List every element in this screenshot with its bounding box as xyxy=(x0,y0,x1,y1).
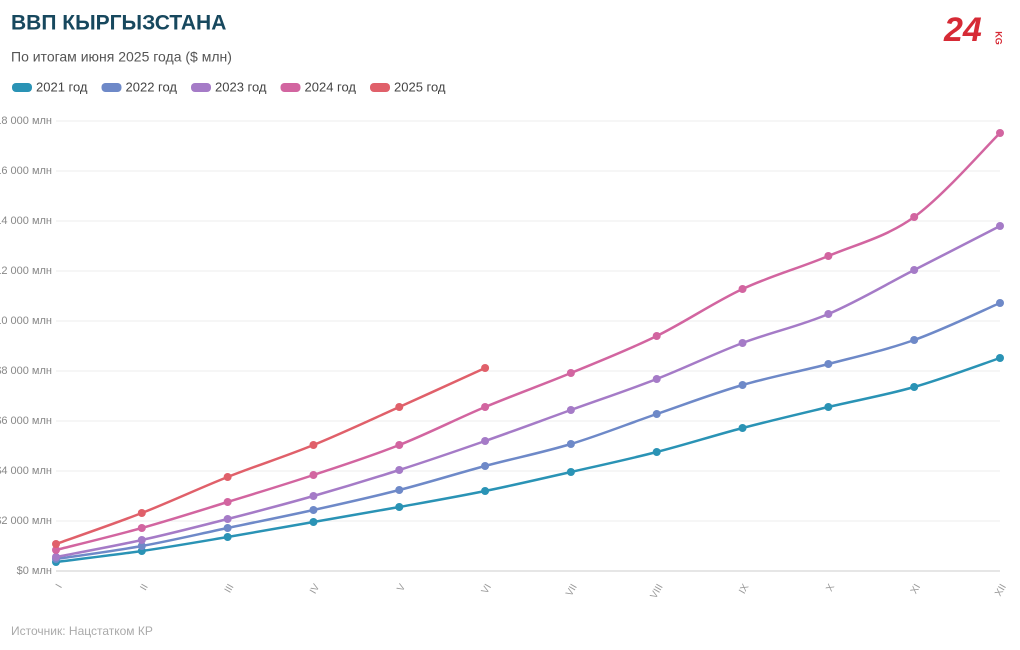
data-point xyxy=(395,466,404,474)
x-tick-label: XI xyxy=(909,582,923,596)
y-tick-label: $0 млн xyxy=(17,565,52,577)
data-point xyxy=(137,536,146,544)
data-point xyxy=(738,424,747,432)
legend-label: 2022 год xyxy=(126,79,178,94)
x-tick-label: V xyxy=(395,582,408,594)
data-point xyxy=(738,285,747,293)
data-point xyxy=(395,403,404,411)
data-point xyxy=(910,383,919,391)
x-tick-label: VI xyxy=(480,582,494,596)
y-tick-label: $14 000 млн xyxy=(0,215,52,227)
data-point xyxy=(481,462,490,470)
data-point xyxy=(309,441,318,449)
x-tick-label: I xyxy=(54,582,65,590)
data-point xyxy=(824,360,833,368)
series-line xyxy=(55,132,1001,552)
y-tick-label: $10 000 млн xyxy=(0,315,52,327)
data-point xyxy=(566,440,575,448)
data-point xyxy=(566,369,575,377)
legend-swatch xyxy=(12,83,32,92)
data-point xyxy=(824,252,833,260)
data-point xyxy=(738,381,747,389)
data-point xyxy=(52,546,60,554)
data-point xyxy=(824,403,833,411)
data-point xyxy=(309,506,318,514)
data-point xyxy=(137,524,146,532)
data-point xyxy=(52,540,60,548)
x-tick-label: IV xyxy=(308,582,322,596)
legend-swatch xyxy=(191,83,211,92)
legend-label: 2023 год xyxy=(215,79,267,94)
x-tick-label: IX xyxy=(737,582,751,596)
data-point xyxy=(996,354,1004,362)
y-tick-label: $16 000 млн xyxy=(0,165,52,177)
data-point xyxy=(566,406,575,414)
source: Источник: Нацстатком КР xyxy=(11,624,153,638)
data-point xyxy=(137,542,146,550)
data-point xyxy=(223,524,232,532)
data-point xyxy=(481,437,490,445)
y-tick-label: $18 000 млн xyxy=(0,115,52,127)
series-line xyxy=(55,224,1001,559)
data-point xyxy=(137,509,146,517)
y-tick-label: $4 000 млн xyxy=(0,465,52,477)
legend-label: 2021 год xyxy=(36,79,88,94)
data-point xyxy=(481,364,490,372)
data-point xyxy=(223,473,232,481)
legend-swatch xyxy=(101,83,122,92)
x-tick-label: VIII xyxy=(649,582,666,601)
legend-swatch xyxy=(370,83,390,92)
data-point xyxy=(910,336,919,344)
x-tick-label: XII xyxy=(993,582,1009,598)
data-point xyxy=(395,503,404,511)
data-point xyxy=(652,332,661,340)
legend-label: 2024 год xyxy=(305,79,357,94)
data-point xyxy=(996,299,1004,307)
data-point xyxy=(223,515,232,523)
data-point xyxy=(824,310,833,318)
data-point xyxy=(652,448,661,456)
data-point xyxy=(566,468,575,476)
data-point xyxy=(309,471,318,479)
data-point xyxy=(910,213,919,221)
x-tick-label: II xyxy=(138,582,150,592)
data-point xyxy=(652,375,661,383)
data-point xyxy=(52,553,60,561)
logo-suffix: KG xyxy=(994,31,1004,45)
series-line xyxy=(55,356,1001,564)
data-point xyxy=(309,518,318,526)
series-line xyxy=(55,366,486,546)
legend-label: 2025 год xyxy=(394,79,446,94)
data-point xyxy=(481,403,490,411)
y-tick-label: $2 000 млн xyxy=(0,515,52,527)
chart-title: ВВП КЫРГЫЗСТАНА xyxy=(11,12,226,35)
data-point xyxy=(481,487,490,495)
data-point xyxy=(309,492,318,500)
data-point xyxy=(996,129,1004,137)
data-point xyxy=(910,266,919,274)
data-point xyxy=(996,222,1004,230)
y-tick-label: $8 000 млн xyxy=(0,365,52,377)
logo: 24 xyxy=(943,11,982,49)
legend-swatch xyxy=(280,83,301,92)
data-point xyxy=(652,410,661,418)
series-line xyxy=(55,301,1001,561)
data-point xyxy=(395,486,404,494)
x-tick-label: VII xyxy=(564,582,580,598)
y-tick-label: $6 000 млн xyxy=(0,415,52,427)
data-point xyxy=(223,498,232,506)
data-point xyxy=(223,533,232,541)
data-point xyxy=(738,339,747,347)
y-tick-label: $12 000 млн xyxy=(0,265,52,277)
chart-subtitle: По итогам июня 2025 года ($ млн) xyxy=(11,49,232,65)
x-tick-label: X xyxy=(824,582,837,594)
x-tick-label: III xyxy=(223,582,237,595)
data-point xyxy=(395,441,404,449)
